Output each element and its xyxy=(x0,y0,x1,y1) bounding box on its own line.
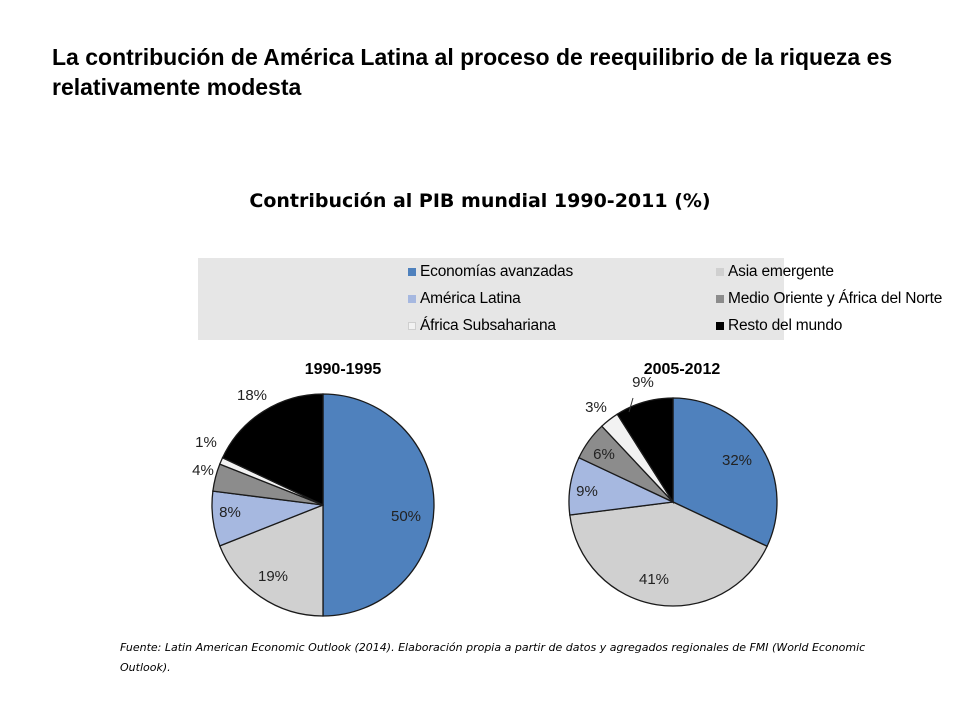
slice-label: 19% xyxy=(258,568,288,585)
pie-title: 2005-2012 xyxy=(644,361,721,378)
slice-label: 8% xyxy=(219,504,241,521)
chart-title-suffix: (%) xyxy=(667,190,711,212)
chart-title-main: Contribución al PIB mundial 1990-2011 xyxy=(249,190,668,212)
legend-item-asia-emergente: Asia emergente xyxy=(716,263,834,281)
slide-title: La contribución de América Latina al pro… xyxy=(52,44,893,100)
legend-swatch xyxy=(716,295,724,303)
legend-item-africa-subsahariana: África Subsahariana xyxy=(408,317,556,335)
legend-label: Resto del mundo xyxy=(728,317,843,334)
slice-label: 4% xyxy=(192,462,214,479)
source-note: Fuente: Latin American Economic Outlook … xyxy=(120,641,866,674)
legend-swatch xyxy=(716,268,724,276)
legend-label: Medio Oriente y África del Norte xyxy=(728,290,943,307)
slice-label: 50% xyxy=(391,508,421,525)
legend-swatch xyxy=(408,268,416,276)
slice-label: 9% xyxy=(576,483,598,500)
legend-item-america-latina: América Latina xyxy=(408,290,521,308)
legend-swatch xyxy=(408,295,416,303)
legend-swatch xyxy=(408,322,416,330)
pie-slice xyxy=(221,393,324,507)
legend-label: América Latina xyxy=(420,290,521,307)
legend-item-economias-avanzadas: Economías avanzadas xyxy=(408,263,574,281)
pie-slice xyxy=(569,501,768,607)
legend-item-resto-del-mundo: Resto del mundo xyxy=(716,317,843,335)
slice-label: 41% xyxy=(639,571,669,588)
slice-label: 3% xyxy=(585,399,607,416)
legend-label: Asia emergente xyxy=(728,263,834,280)
pie-slice xyxy=(672,397,778,548)
legend-item-medio-oriente: Medio Oriente y África del Norte xyxy=(716,290,943,308)
pie-slice xyxy=(322,393,435,617)
pie-1: 50% 19% 8% 4% 1% 18% 1990-1995 xyxy=(192,361,435,617)
chart-title: Contribución al PIB mundial 1990-2011 (%… xyxy=(0,190,960,212)
pie-slice xyxy=(616,397,674,505)
slice-label: 1% xyxy=(195,434,217,451)
slice-label: 6% xyxy=(593,446,615,463)
chart-legend: Economías avanzadas Asia emergente Améri… xyxy=(198,258,942,340)
slice-label: 9% xyxy=(632,374,654,391)
pie-title: 1990-1995 xyxy=(305,361,382,378)
legend-swatch xyxy=(716,322,724,330)
legend-label: África Subsahariana xyxy=(420,317,556,334)
legend-label: Economías avanzadas xyxy=(420,263,574,280)
slice-label: 32% xyxy=(722,452,752,469)
label-leader-line xyxy=(628,397,634,413)
slice-label: 18% xyxy=(237,387,267,404)
pie-2: 32%41%9%6%3%9%2005-2012 xyxy=(568,361,778,607)
pie-slice xyxy=(218,504,324,617)
